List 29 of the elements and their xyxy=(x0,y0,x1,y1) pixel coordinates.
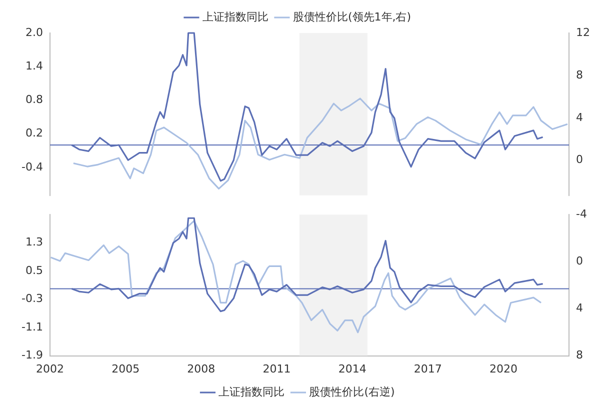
x-tick-label: 2017 xyxy=(414,362,442,376)
legend-label: 股债性价比(领先1年,右) xyxy=(292,10,412,24)
y2-tick-label: 8 xyxy=(576,348,583,362)
x-tick-label: 2014 xyxy=(338,362,366,376)
x-tick-label: 2005 xyxy=(112,362,140,376)
x-tick-label: 2020 xyxy=(489,362,518,376)
y-tick-label: -1.1 xyxy=(22,320,43,334)
y2-tick-label: 4 xyxy=(576,110,583,124)
legend-label: 上证指数同比 xyxy=(218,385,285,398)
y-tick-label: 2.0 xyxy=(26,26,43,39)
x-tick-label: 2002 xyxy=(36,362,64,376)
y-tick-label: 0.5 xyxy=(26,264,43,277)
y2-tick-label: 4 xyxy=(576,302,583,315)
y2-tick-label: 0 xyxy=(576,153,583,166)
y2-tick-label: 12 xyxy=(576,26,590,39)
y-tick-label: -0.3 xyxy=(22,292,43,306)
y2-tick-label: -4 xyxy=(576,207,587,220)
x-tick-label: 2011 xyxy=(262,362,291,376)
y-tick-label: -0.4 xyxy=(22,160,43,174)
y-tick-label: 0.8 xyxy=(26,93,43,106)
y2-tick-label: 0 xyxy=(576,254,583,268)
y-tick-label: -1.9 xyxy=(22,348,43,362)
legend-label: 股债性价比(右逆) xyxy=(309,385,395,398)
y2-tick-label: 8 xyxy=(576,68,583,82)
legend-label: 上证指数同比 xyxy=(202,10,268,24)
y-tick-label: 1.3 xyxy=(26,236,43,249)
x-tick-label: 2008 xyxy=(187,362,216,376)
y-tick-label: 0.2 xyxy=(26,126,43,140)
y-tick-label: 1.4 xyxy=(26,59,43,72)
